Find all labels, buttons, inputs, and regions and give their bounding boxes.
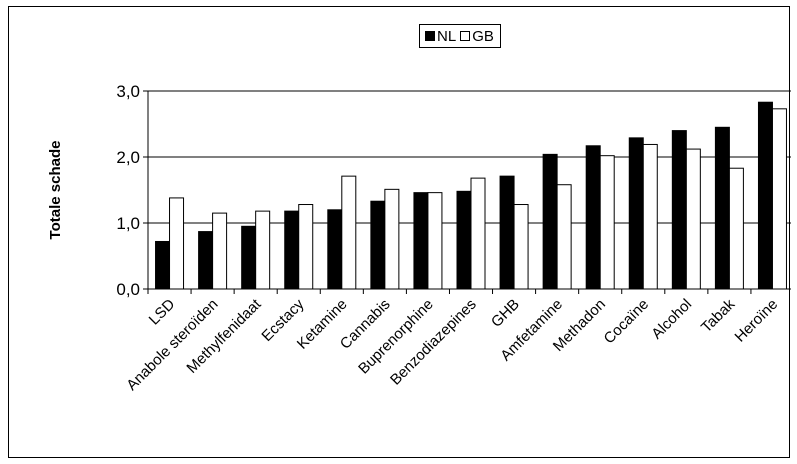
x-tick-label: GHB	[488, 296, 523, 331]
bar-nl	[714, 126, 730, 290]
chart-legend: NL GB	[419, 24, 501, 48]
bar-gb	[384, 188, 400, 290]
legend-item-gb: GB	[460, 28, 494, 45]
bar-gb	[728, 167, 744, 290]
y-tick-label: 1,0	[116, 214, 140, 233]
bar-nl	[757, 101, 773, 290]
legend-label-gb: GB	[472, 27, 494, 45]
bar-gb	[341, 175, 357, 290]
bar-nl	[499, 175, 515, 290]
bar-nl	[284, 210, 300, 290]
legend-label-nl: NL	[437, 27, 457, 45]
bar-nl	[456, 190, 472, 290]
bar-gb	[169, 197, 185, 290]
x-tick-label: Methylfenidaat	[183, 295, 265, 377]
bar-gb	[298, 204, 314, 290]
legend-item-nl: NL	[425, 28, 456, 45]
x-tick-label: Heroïne	[732, 296, 782, 346]
x-tick-label: Tabak	[698, 295, 739, 336]
bar-gb	[470, 177, 486, 290]
bar-gb	[255, 210, 271, 290]
bar-gb	[427, 192, 443, 290]
bar-gb	[212, 212, 228, 290]
bar-nl	[327, 209, 343, 290]
legend-swatch-gb	[460, 31, 471, 41]
bar-nl	[198, 231, 214, 290]
bar-nl	[155, 240, 171, 290]
bar-nl	[241, 225, 257, 290]
y-axis-label: Totale schade	[47, 141, 64, 240]
y-tick-label: 0,0	[116, 280, 140, 299]
x-tick-label: Buprenorphine	[355, 296, 437, 378]
x-tick-label: Cocaïne	[601, 296, 653, 348]
bar-nl	[628, 137, 644, 290]
bar-gb	[513, 204, 529, 290]
y-tick-label: 3,0	[116, 82, 140, 101]
bar-nl	[370, 200, 386, 290]
bar-nl	[413, 192, 429, 290]
bar-gb	[599, 155, 615, 290]
y-tick-label: 2,0	[116, 148, 140, 167]
bar-nl	[542, 153, 558, 290]
bar-gb	[556, 184, 572, 290]
x-tick-label: LSD	[146, 296, 179, 329]
bar-nl	[671, 130, 687, 290]
x-tick-label: Alcohol	[648, 296, 695, 343]
legend-swatch-nl	[425, 31, 435, 41]
bar-gb	[771, 108, 787, 290]
bar-nl	[585, 145, 601, 290]
bar-gb	[685, 148, 701, 290]
chart-frame: 0,0 1,0 2,0 3,0 Totale schade LSD Anabole ster…	[8, 6, 791, 458]
bar-gb	[642, 143, 658, 290]
